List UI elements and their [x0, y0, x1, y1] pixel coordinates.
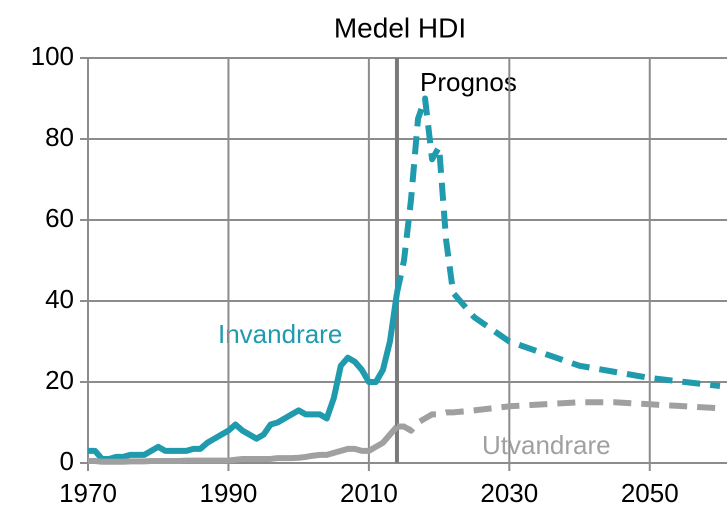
annotation: Prognos: [420, 67, 517, 97]
x-tick-label: 1970: [59, 478, 117, 508]
y-tick-label: 20: [45, 365, 74, 395]
series-line: [88, 292, 400, 462]
x-tick-label: 2010: [340, 478, 398, 508]
series-label: Utvandrare: [482, 430, 611, 460]
forecast-series-line: [396, 399, 721, 434]
y-tick-label: 80: [45, 122, 74, 152]
y-tick-label: 60: [45, 203, 74, 233]
y-tick-label: 0: [60, 446, 74, 476]
x-tick-label: 2030: [480, 478, 538, 508]
x-tick-label: 1990: [200, 478, 258, 508]
y-tick-label: 40: [45, 284, 74, 314]
y-tick-label: 100: [31, 41, 74, 71]
chart-title: Medel HDI: [334, 12, 466, 43]
forecast-series-line: [394, 95, 721, 390]
series-label: Invandrare: [218, 319, 342, 349]
series-line: [88, 424, 400, 465]
x-tick-label: 2050: [621, 478, 679, 508]
